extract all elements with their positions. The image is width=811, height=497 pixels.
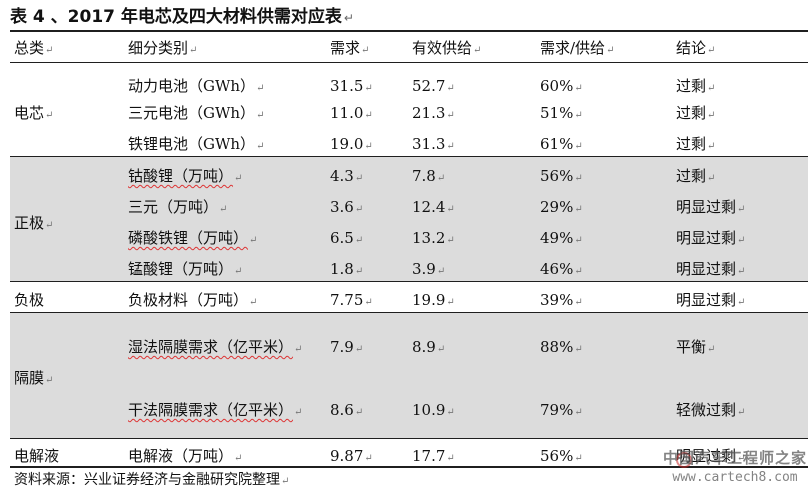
sub-cell: 负极材料（万吨）↵ — [128, 291, 258, 309]
header-cell: 结论↵ — [676, 39, 716, 57]
demand-cell: 7.75↵ — [330, 291, 373, 309]
row-rule-cathode — [10, 156, 808, 157]
supply-cell: 12.4↵ — [412, 198, 455, 216]
demand-cell: 4.3↵ — [330, 167, 364, 185]
demand-cell: 9.87↵ — [330, 447, 373, 465]
header-cell: 总类↵ — [14, 39, 54, 57]
conclusion-cell: 明显过剩↵ — [676, 291, 746, 309]
sub-cell: 三元（万吨）↵ — [128, 198, 228, 216]
row-rule-electrolyte — [10, 438, 808, 439]
demand-cell: 19.0↵ — [330, 135, 373, 153]
top-rule — [10, 30, 808, 32]
watermark-cn: 中国汽车工程师之家 — [662, 449, 807, 467]
demand-cell: 11.0↵ — [330, 104, 373, 122]
separator-band — [10, 313, 808, 438]
demand-cell: 1.8↵ — [330, 260, 364, 278]
conclusion-cell: 明显过剩↵ — [676, 198, 746, 216]
supply-cell: 7.8↵ — [412, 167, 446, 185]
conclusion-cell: 过剩↵ — [676, 77, 716, 95]
row-rule-separator — [10, 312, 808, 313]
source-note: 资料来源：兴业证券经济与金融研究院整理↵ — [14, 472, 290, 488]
demand-cell: 3.6↵ — [330, 198, 364, 216]
sub-cell: 电解液（万吨）↵ — [128, 447, 243, 465]
category-cell: 电芯↵ — [14, 104, 54, 122]
watermark: 中国汽车工程师之家 www.cartech8.com — [660, 448, 810, 488]
sub-cell: 动力电池（GWh）↵ — [128, 77, 265, 95]
demand-cell: 31.5↵ — [330, 77, 373, 95]
sub-cell: 铁锂电池（GWh）↵ — [128, 135, 265, 153]
sub-cell: 干法隔膜需求（亿平米）↵ — [128, 401, 303, 419]
sub-cell: 湿法隔膜需求（亿平米）↵ — [128, 338, 303, 356]
supply-cell: 17.7↵ — [412, 447, 455, 465]
watermark-seal-icon — [676, 452, 692, 468]
header-cell: 细分类别↵ — [128, 39, 198, 57]
conclusion-cell: 轻微过剩↵ — [676, 401, 746, 419]
ratio-cell: 79%↵ — [540, 401, 583, 419]
supply-cell: 13.2↵ — [412, 229, 455, 247]
sub-cell: 钴酸锂（万吨）↵ — [128, 167, 243, 185]
ratio-cell: 60%↵ — [540, 77, 583, 95]
sub-cell: 三元电池（GWh）↵ — [128, 104, 265, 122]
category-cell: 负极 — [14, 291, 45, 309]
conclusion-cell: 过剩↵ — [676, 135, 716, 153]
header-cell: 需求↵ — [330, 39, 370, 57]
ratio-cell: 46%↵ — [540, 260, 583, 278]
watermark-url: www.cartech8.com — [672, 470, 798, 485]
ratio-cell: 51%↵ — [540, 104, 583, 122]
supply-cell: 3.9↵ — [412, 260, 446, 278]
category-cell: 正极↵ — [14, 214, 54, 232]
supply-cell: 52.7↵ — [412, 77, 455, 95]
supply-cell: 8.9↵ — [412, 338, 446, 356]
conclusion-cell: 明显过剩↵ — [676, 229, 746, 247]
conclusion-cell: 过剩↵ — [676, 104, 716, 122]
conclusion-cell: 过剩↵ — [676, 167, 716, 185]
ratio-cell: 49%↵ — [540, 229, 583, 247]
ratio-cell: 56%↵ — [540, 167, 583, 185]
table-title: 表 4 、2017 年电芯及四大材料供需对应表 ↵ — [10, 7, 354, 27]
ratio-cell: 56%↵ — [540, 447, 583, 465]
category-cell: 隔膜↵ — [14, 369, 54, 387]
sub-cell: 锰酸锂（万吨）↵ — [128, 260, 243, 278]
sub-cell: 磷酸铁锂（万吨）↵ — [128, 229, 258, 247]
bottom-rule — [10, 466, 808, 468]
category-cell: 电解液 — [14, 447, 60, 465]
header-rule — [10, 62, 808, 63]
supply-cell: 31.3↵ — [412, 135, 455, 153]
demand-cell: 8.6↵ — [330, 401, 364, 419]
supply-cell: 21.3↵ — [412, 104, 455, 122]
ratio-cell: 88%↵ — [540, 338, 583, 356]
conclusion-cell: 明显过剩↵ — [676, 260, 746, 278]
demand-cell: 7.9↵ — [330, 338, 364, 356]
ratio-cell: 61%↵ — [540, 135, 583, 153]
supply-cell: 19.9↵ — [412, 291, 455, 309]
row-rule-anode — [10, 281, 808, 282]
ratio-cell: 29%↵ — [540, 198, 583, 216]
cathode-band — [10, 157, 808, 281]
conclusion-cell: 平衡↵ — [676, 338, 716, 356]
supply-cell: 10.9↵ — [412, 401, 455, 419]
ratio-cell: 39%↵ — [540, 291, 583, 309]
header-cell: 需求/供给↵ — [540, 39, 615, 57]
demand-cell: 6.5↵ — [330, 229, 364, 247]
header-cell: 有效供给↵ — [412, 39, 482, 57]
